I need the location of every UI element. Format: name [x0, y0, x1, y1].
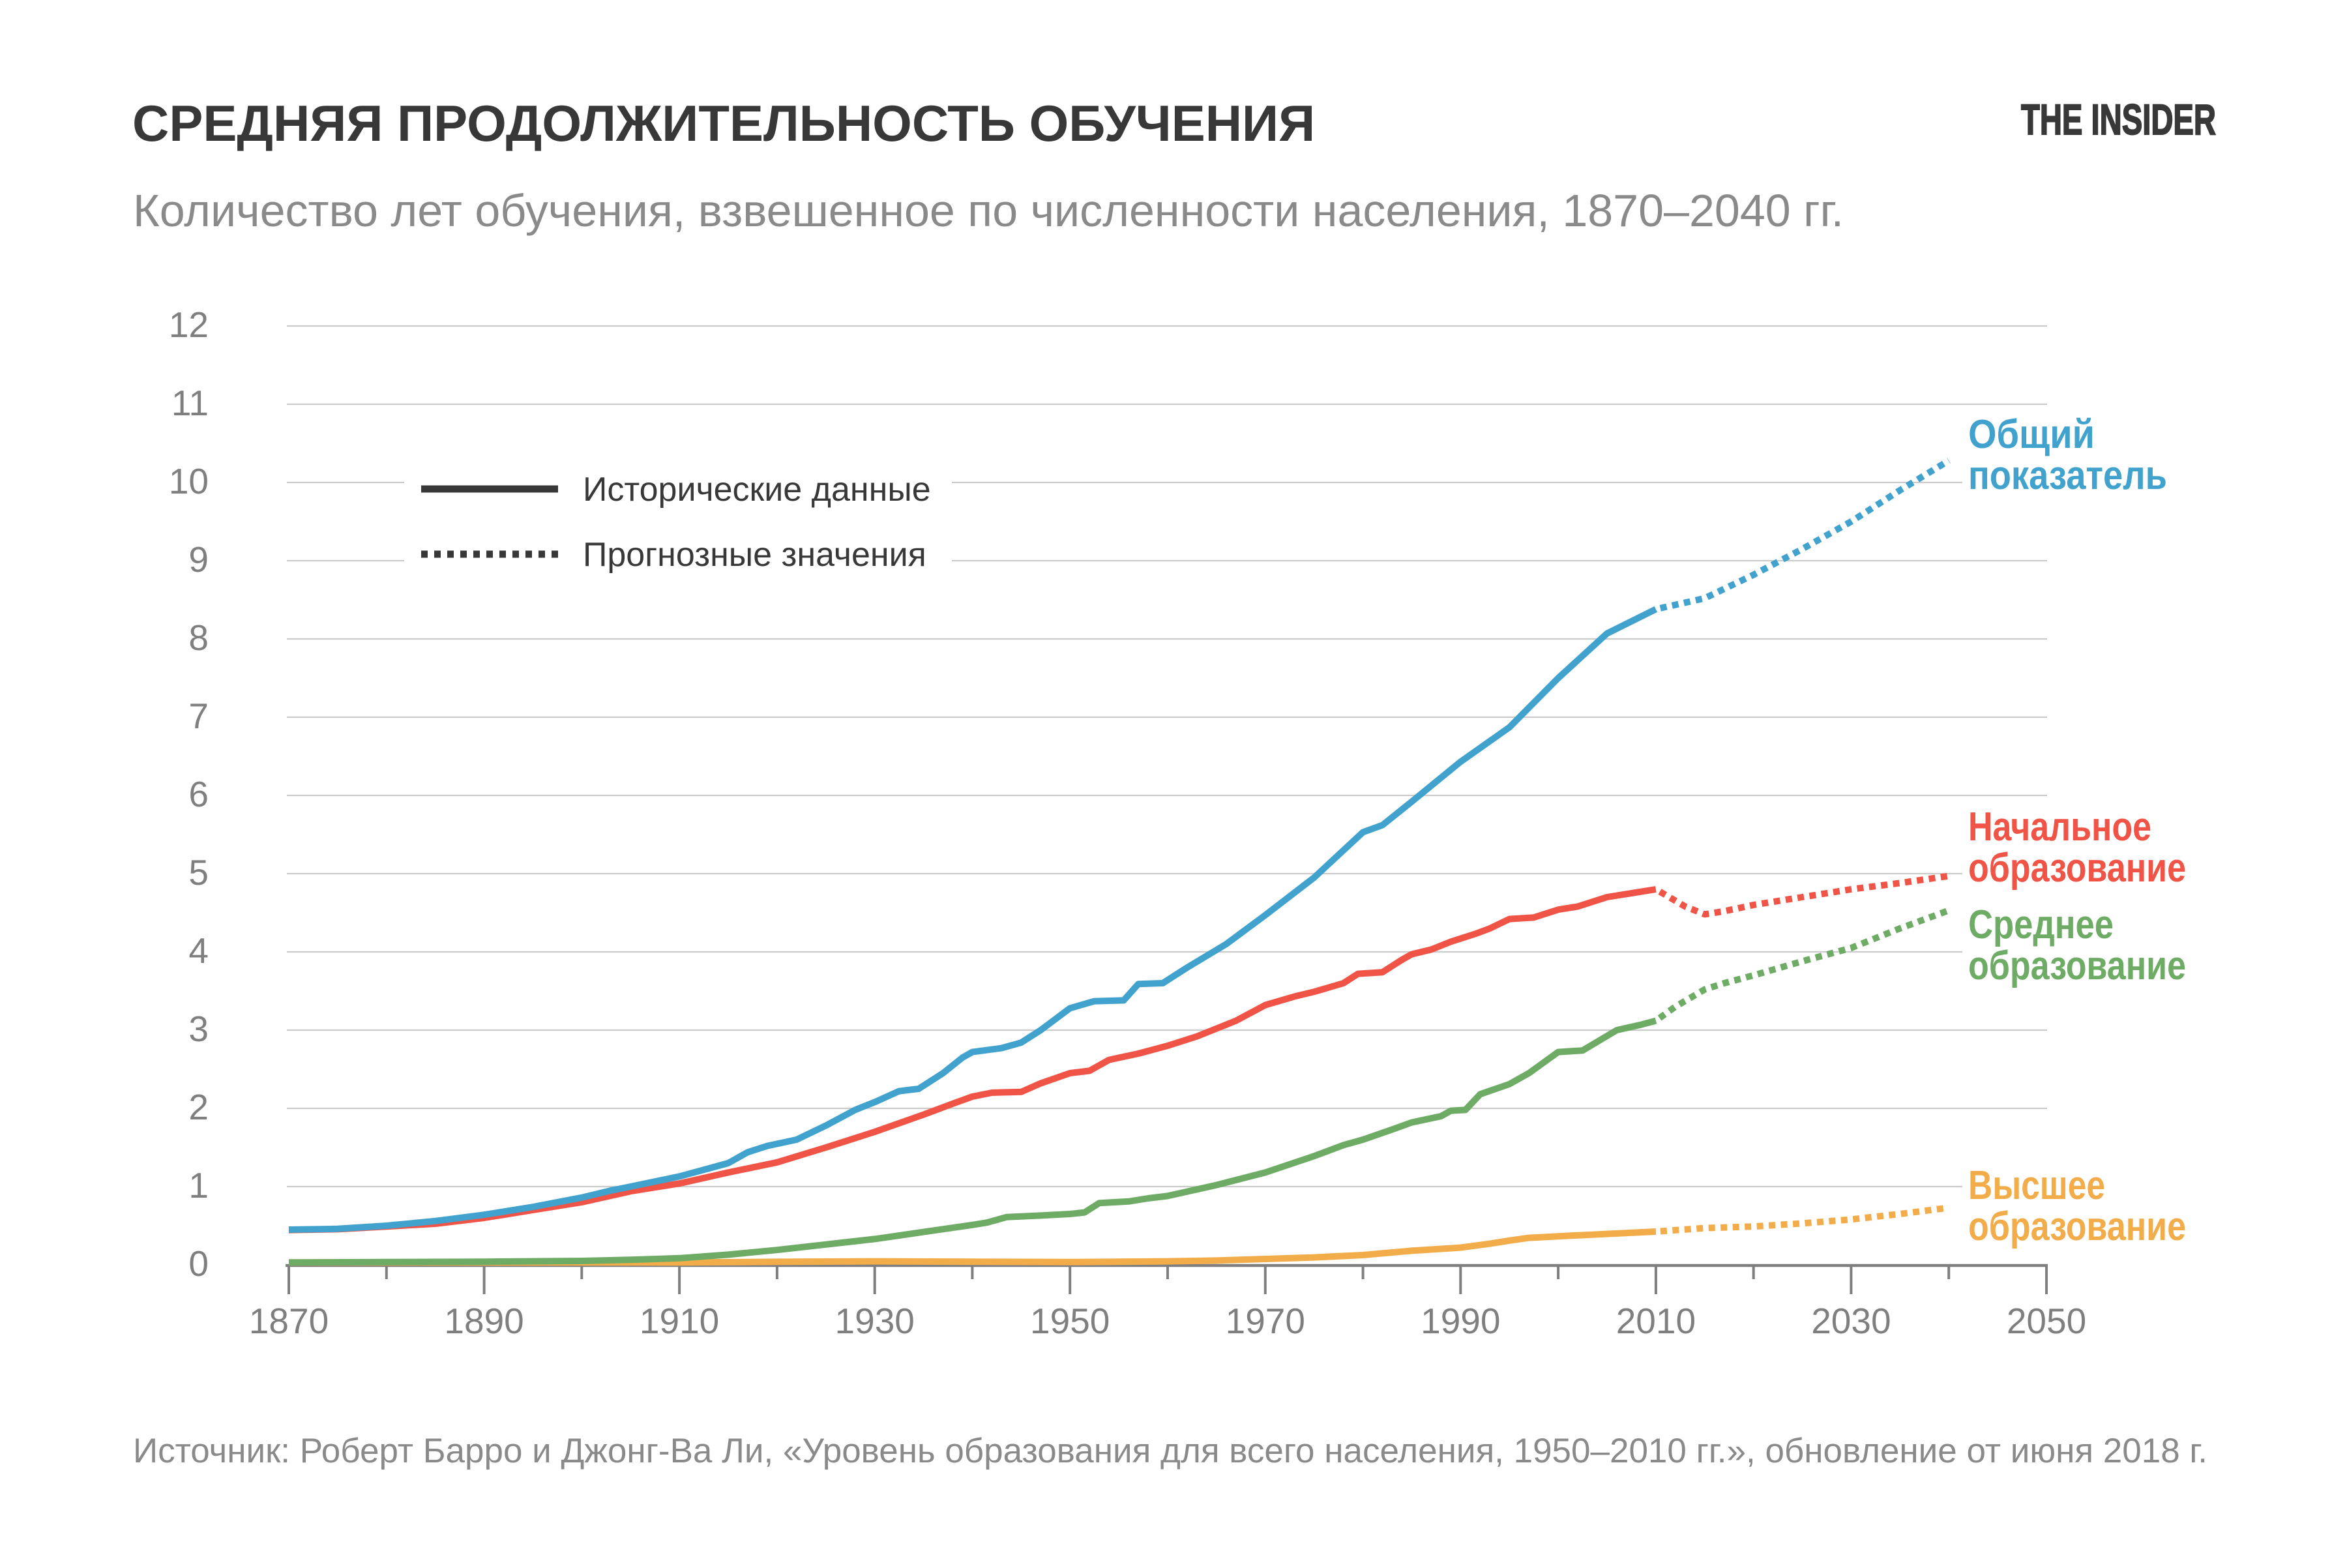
svg-text:1870: 1870 [249, 1301, 329, 1341]
svg-text:Начальное: Начальное [1968, 805, 2151, 850]
svg-text:7: 7 [188, 696, 209, 736]
svg-text:1930: 1930 [835, 1301, 915, 1341]
svg-text:1890: 1890 [444, 1301, 524, 1341]
svg-text:2030: 2030 [1811, 1301, 1891, 1341]
svg-text:1: 1 [188, 1165, 209, 1206]
svg-text:9: 9 [188, 539, 209, 580]
svg-text:Источник: Роберт Барро и Джонг: Источник: Роберт Барро и Джонг-Ва Ли, «У… [133, 1432, 2207, 1470]
svg-text:показатель: показатель [1968, 453, 2167, 498]
svg-text:образование: образование [1968, 846, 2186, 891]
svg-text:Среднее: Среднее [1968, 902, 2114, 947]
svg-text:0: 0 [188, 1243, 209, 1284]
svg-text:Количество лет обучения, взвеш: Количество лет обучения, взвешенное по ч… [133, 185, 1844, 236]
svg-text:1970: 1970 [1226, 1301, 1305, 1341]
svg-text:2050: 2050 [2007, 1301, 2086, 1341]
svg-text:4: 4 [188, 930, 209, 971]
svg-text:1990: 1990 [1421, 1301, 1500, 1341]
svg-text:Прогнозные значения: Прогнозные значения [583, 536, 926, 574]
svg-text:12: 12 [169, 304, 209, 345]
svg-text:3: 3 [188, 1009, 209, 1049]
svg-text:2: 2 [188, 1087, 209, 1127]
svg-text:5: 5 [188, 852, 209, 893]
svg-text:THE INSIDER: THE INSIDER [2021, 95, 2216, 143]
svg-text:2010: 2010 [1616, 1301, 1696, 1341]
svg-text:образование: образование [1968, 943, 2186, 988]
svg-text:Исторические данные: Исторические данные [583, 471, 931, 509]
svg-text:1950: 1950 [1030, 1301, 1110, 1341]
svg-text:1910: 1910 [640, 1301, 719, 1341]
svg-text:Общий: Общий [1968, 412, 2095, 457]
svg-text:образование: образование [1968, 1204, 2186, 1249]
svg-text:6: 6 [188, 774, 209, 814]
svg-text:СРЕДНЯЯ ПРОДОЛЖИТЕЛЬНОСТЬ ОБУЧ: СРЕДНЯЯ ПРОДОЛЖИТЕЛЬНОСТЬ ОБУЧЕНИЯ [132, 95, 1315, 152]
svg-text:Высшее: Высшее [1968, 1163, 2105, 1208]
svg-text:8: 8 [188, 617, 209, 658]
svg-text:11: 11 [171, 383, 209, 423]
svg-text:10: 10 [169, 461, 209, 501]
